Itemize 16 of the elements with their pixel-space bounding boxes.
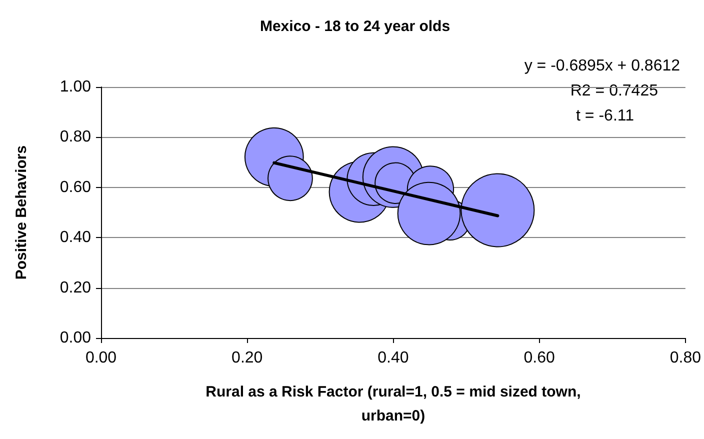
y-tick-label: 0.60 [60,178,92,196]
y-tick-label: 0.40 [60,229,92,246]
x-axis-title: Rural as a Risk Factor (rural=1, 0.5 = mid sized town, urban=0) [206,384,581,424]
text: y = -0.6895x + 0.8612 [524,58,680,74]
x-tick-label: 0.00 [85,350,117,366]
y-tick-label: 0.00 [60,330,92,346]
x-tick-label: 0.40 [378,350,409,366]
y-tick-label: 0.20 [60,279,92,296]
y-tick-label: 1.00 [60,78,92,96]
chart-title: Mexico - 18 to 24 year olds [260,18,450,35]
y-tick-label: 0.80 [60,128,92,146]
x-tick-label: 0.60 [524,350,555,366]
x-tick-label: 0.80 [670,350,702,366]
x-tick-label: 0.20 [232,350,263,366]
y-axis-title: Positive Behaviors [13,145,30,280]
annotation: t = -6.11 [576,108,634,124]
